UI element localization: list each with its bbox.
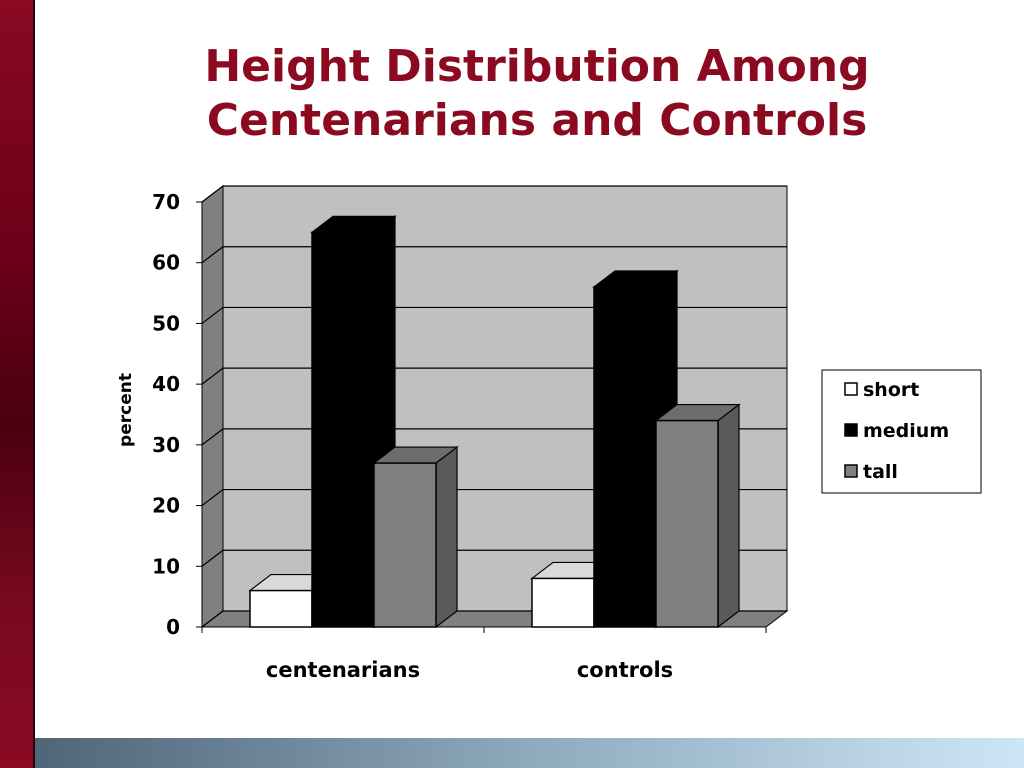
y-tick-label: 70 — [152, 190, 180, 214]
legend-label-medium: medium — [863, 420, 949, 442]
y-tick-label: 0 — [166, 615, 180, 639]
legend-label-short: short — [863, 379, 919, 401]
side-wall — [201, 184, 224, 629]
title-line-1: Height Distribution Among — [204, 41, 870, 92]
bar-front-face — [249, 589, 313, 628]
bar-front-face — [311, 231, 375, 628]
gridline — [201, 185, 787, 203]
y-tick-labels: 0 10 20 30 40 50 60 70 — [152, 190, 180, 639]
gridline — [201, 246, 787, 264]
bar-front-face — [373, 462, 437, 628]
y-tick-label: 30 — [152, 433, 180, 457]
y-tick-label: 40 — [152, 372, 180, 396]
legend: short medium tall — [821, 369, 982, 494]
bar-chart: 0 10 20 30 40 50 60 70 centenarians controls per… — [116, 184, 982, 682]
bar-tall-centenarians — [372, 445, 459, 629]
y-tick-label: 20 — [152, 494, 180, 518]
y-axis-label: percent — [116, 373, 136, 447]
legend-label-tall: tall — [863, 461, 898, 483]
bar-front-face — [531, 577, 595, 628]
x-category-labels: centenarians controls — [266, 658, 673, 682]
x-category-label: centenarians — [266, 658, 420, 682]
y-tick-label: 10 — [152, 554, 180, 578]
x-category-label: controls — [577, 658, 673, 682]
legend-swatch-short — [844, 382, 858, 396]
bottom-decor-bar — [35, 738, 1024, 768]
bars — [248, 215, 741, 629]
left-decor-bar — [0, 0, 35, 768]
legend-swatch-tall — [844, 464, 858, 478]
bar-tall-controls — [654, 403, 741, 629]
slide-title: Height Distribution Among Centenarians a… — [60, 40, 1014, 148]
bar-front-face — [655, 419, 719, 628]
title-line-2: Centenarians and Controls — [206, 95, 868, 146]
legend-swatch-medium — [844, 423, 858, 437]
bar-side-face — [717, 403, 740, 629]
y-tick-label: 60 — [152, 251, 180, 275]
y-tick-label: 50 — [152, 311, 180, 335]
bar-front-face — [593, 286, 657, 628]
bar-side-face — [435, 445, 458, 629]
